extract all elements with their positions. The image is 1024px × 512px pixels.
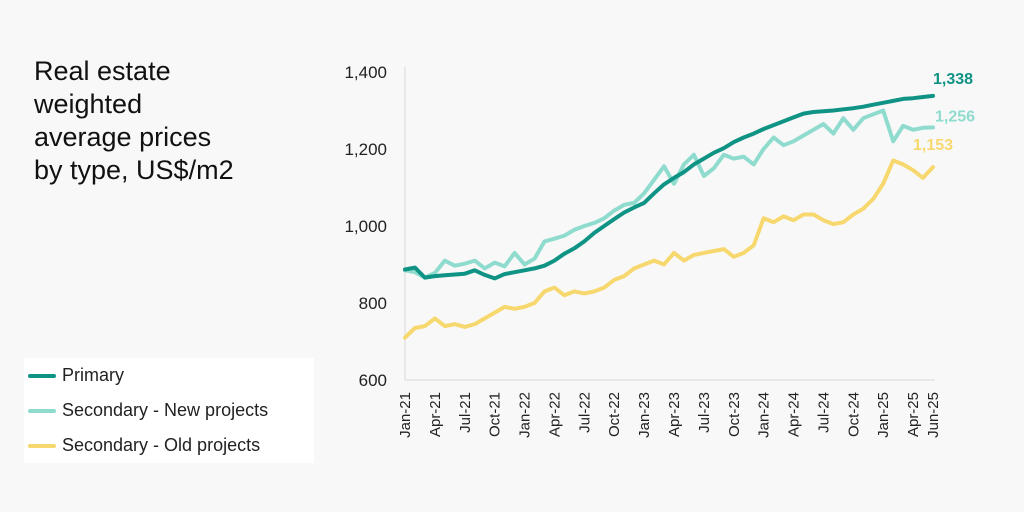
- legend: Primary Secondary - New projects Seconda…: [24, 358, 314, 463]
- x-tick-label: Apr-23: [666, 392, 683, 437]
- x-tick-label: Jan-23: [636, 392, 653, 438]
- x-tick-label: Apr-21: [427, 392, 444, 437]
- series-lines: [403, 93, 935, 340]
- x-tick-label: Jul-24: [815, 392, 832, 433]
- end-labels: 1,338 1,256 1,153: [913, 71, 975, 154]
- legend-label-secondary-new: Secondary - New projects: [62, 400, 269, 420]
- x-tick-label: Jan-25: [875, 392, 892, 438]
- end-value-label: 1,256: [935, 108, 975, 125]
- series-line-secondary-new-projects: [403, 108, 935, 280]
- legend-swatch-primary: [28, 373, 56, 378]
- x-axis: Jan-21 Apr-21 Jul-21 Oct-21 Jan-22 Apr-22 Jul-…: [397, 392, 942, 438]
- legend-item-secondary-new[interactable]: Secondary - New projects: [24, 393, 314, 428]
- y-tick-label: 800: [359, 294, 387, 313]
- legend-item-secondary-old[interactable]: Secondary - Old projects: [24, 428, 314, 463]
- x-tick-label: Jul-23: [696, 392, 713, 433]
- x-tick-label: Oct-21: [487, 392, 504, 437]
- x-tick-label: Apr-22: [546, 392, 563, 437]
- legend-label-primary: Primary: [62, 365, 124, 385]
- legend-swatch-secondary-new: [28, 408, 56, 413]
- x-tick-label: Apr-24: [786, 392, 803, 437]
- x-tick-label: Jun-25: [925, 392, 942, 438]
- series-line-secondary-old-projects: [403, 158, 935, 340]
- x-tick-label: Jan-22: [517, 392, 534, 438]
- y-tick-label: 600: [359, 371, 387, 390]
- legend-swatch-secondary-old: [28, 443, 56, 448]
- x-tick-label: Oct-23: [726, 392, 743, 437]
- y-tick-label: 1,000: [344, 217, 387, 236]
- end-value-label: 1,338: [933, 71, 973, 88]
- x-tick-label: Jan-21: [397, 392, 414, 438]
- x-tick-label: Oct-22: [606, 392, 623, 437]
- y-tick-label: 1,400: [344, 63, 387, 82]
- y-tick-label: 1,200: [344, 140, 387, 159]
- end-value-label: 1,153: [913, 137, 953, 154]
- legend-label-secondary-old: Secondary - Old projects: [62, 435, 261, 455]
- x-tick-label: Oct-24: [845, 392, 862, 437]
- chart-title: Real estate weighted average prices by t…: [34, 56, 234, 185]
- x-tick-label: Apr-25: [905, 392, 922, 437]
- y-axis: 1,400 1,200 1,000 800 600: [344, 63, 935, 390]
- x-tick-label: Jul-21: [457, 392, 474, 433]
- x-tick-label: Jul-22: [576, 392, 593, 433]
- series-line-primary: [403, 93, 935, 281]
- legend-item-primary[interactable]: Primary: [24, 358, 314, 393]
- x-tick-label: Jan-24: [756, 392, 773, 438]
